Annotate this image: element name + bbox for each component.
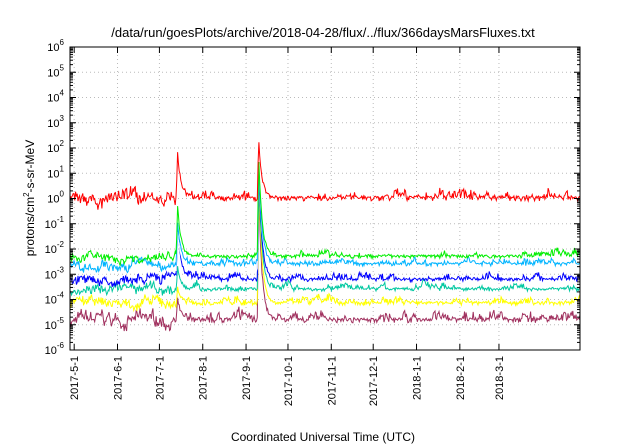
x-tick-label: 2017-6-1 (113, 356, 125, 400)
series-line-7 (69, 161, 581, 266)
y-tick-base: 10 (45, 320, 57, 332)
x-tick-label: 2017-5-1 (69, 356, 81, 400)
y-tick-label: 105 (47, 63, 64, 79)
x-axis-label: Coordinated Universal Time (UTC) (231, 430, 415, 444)
y-tick-exp: 0 (60, 190, 65, 199)
y-tick-base: 10 (47, 118, 59, 130)
y-label-suffix: -s-sr-MeV (23, 140, 37, 193)
y-tick-base: 10 (47, 93, 59, 105)
y-tick-exp: -1 (57, 215, 65, 224)
y-tick-label: 10-4 (45, 291, 65, 307)
y-tick-base: 10 (45, 295, 57, 307)
y-tick-exp: -6 (57, 341, 65, 350)
series-line-4 (69, 174, 581, 288)
y-tick-label: 106 (47, 38, 64, 54)
y-tick-exp: 2 (60, 139, 65, 148)
y-tick-exp: 3 (60, 114, 65, 123)
x-tick-label: 2017-8-1 (198, 356, 210, 400)
y-tick-label: 100 (47, 190, 64, 206)
y-tick-label: 104 (47, 89, 64, 105)
y-tick-base: 10 (45, 269, 57, 281)
y-label-prefix: protons/cm (23, 197, 37, 256)
y-tick-exp: 4 (60, 89, 65, 98)
x-tick-label: 2018-1-1 (412, 356, 424, 400)
y-tick-label: 10-1 (45, 215, 65, 231)
x-tick-label: 2018-3-1 (494, 356, 506, 400)
y-tick-base: 10 (45, 244, 57, 256)
y-tick-exp: -5 (57, 316, 65, 325)
y-tick-base: 10 (47, 168, 59, 180)
series-line-5 (69, 167, 581, 276)
y-tick-exp: -4 (57, 291, 65, 300)
series-line-3 (69, 179, 581, 297)
x-tick-label: 2017-11-1 (326, 356, 338, 405)
x-tick-label: 2017-10-1 (283, 356, 295, 406)
y-tick-base: 10 (47, 42, 59, 54)
y-tick-exp: 6 (60, 38, 65, 47)
y-tick-label: 101 (47, 164, 64, 180)
x-tick-label: 2017-7-1 (154, 356, 166, 400)
y-tick-base: 10 (45, 219, 57, 231)
y-tick-label: 102 (47, 139, 64, 155)
y-tick-label: 10-3 (45, 265, 65, 281)
series-line-8 (69, 142, 581, 210)
chart-title: /data/run/goesPlots/archive/2018-04-28/f… (111, 25, 535, 40)
y-tick-exp: 1 (60, 164, 65, 173)
y-label-sup: 2 (22, 192, 31, 197)
y-tick-base: 10 (47, 194, 59, 206)
series-line-1 (69, 200, 581, 332)
y-tick-exp: 5 (60, 63, 65, 72)
y-tick-label: 10-6 (45, 341, 65, 357)
x-tick-label: 2018-2-1 (455, 356, 467, 400)
y-tick-label: 10-5 (45, 316, 65, 332)
y-tick-label: 10-2 (45, 240, 65, 256)
x-tick-label: 2017-9-1 (241, 356, 253, 400)
x-tick-label: 2017-12-1 (368, 356, 380, 406)
y-axis-label: protons/cm2-s-sr-MeV (22, 140, 37, 256)
y-tick-exp: -3 (57, 265, 65, 274)
y-axis: 10-610-510-410-310-210-11001011021031041… (45, 38, 580, 357)
y-tick-label: 103 (47, 114, 64, 130)
series-line-2 (69, 190, 581, 313)
series-layer (69, 142, 581, 332)
y-tick-base: 10 (45, 345, 57, 357)
y-tick-base: 10 (47, 67, 59, 79)
x-axis: 2017-5-1 2017-6-1 2017-7-1 2017-8-1 2017-9-1… (69, 47, 506, 406)
y-tick-base: 10 (47, 143, 59, 155)
series-line-6 (69, 168, 581, 274)
y-tick-exp: -2 (57, 240, 65, 249)
